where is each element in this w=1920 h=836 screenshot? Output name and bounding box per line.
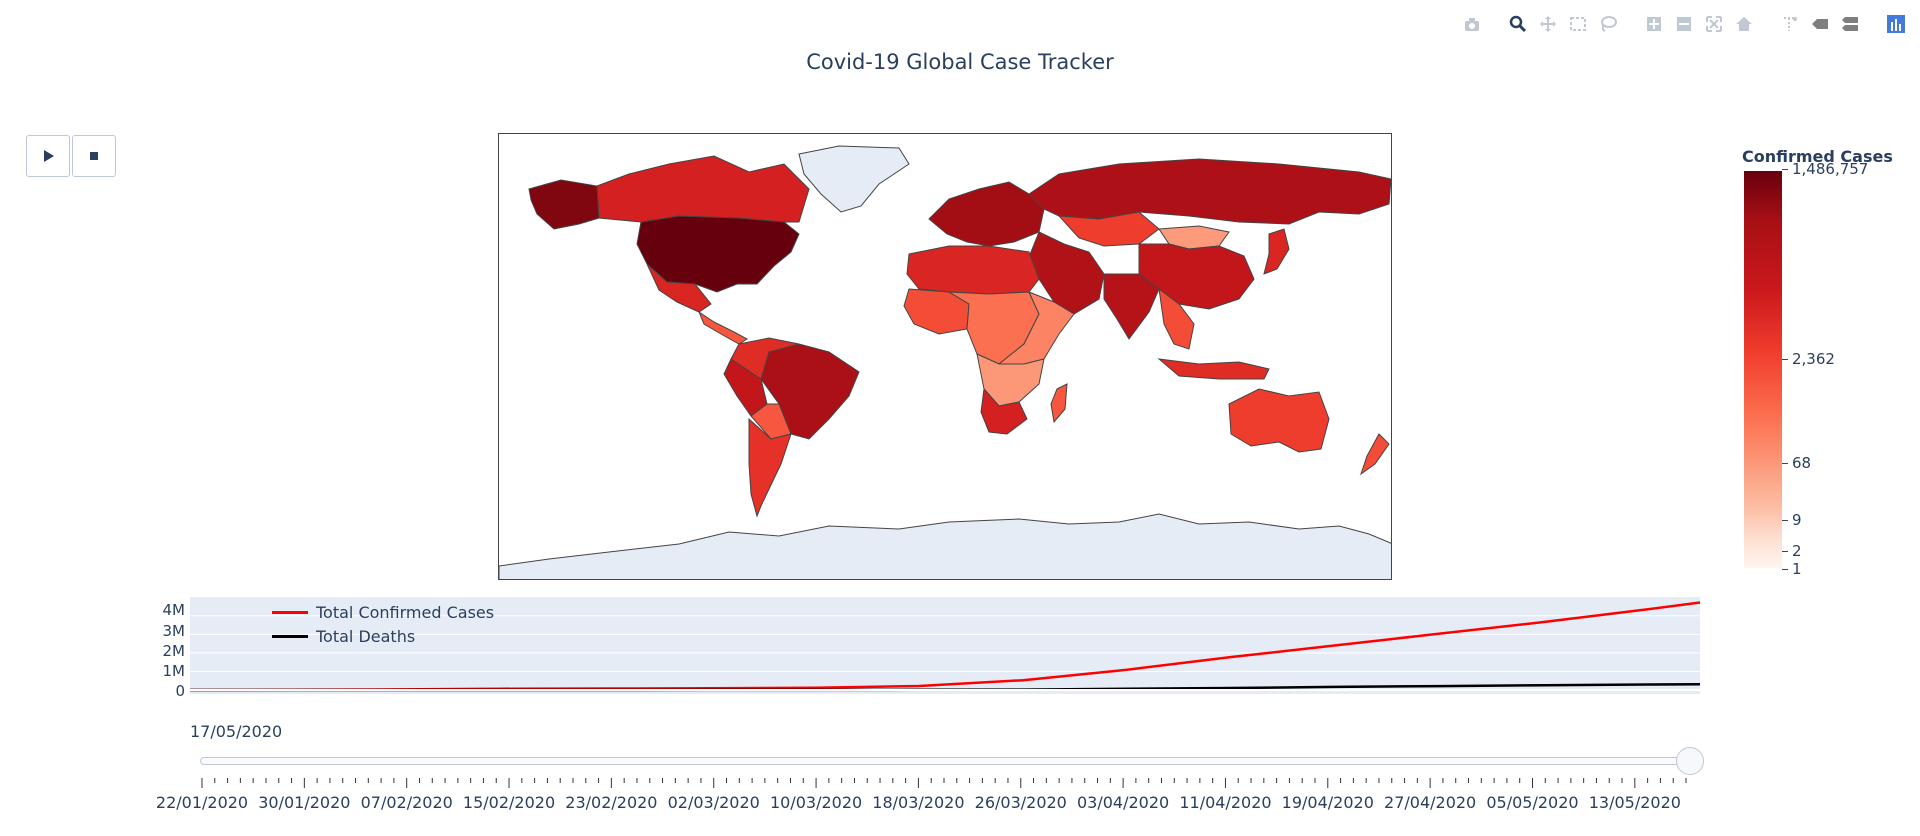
hover-closest-button[interactable] — [1808, 12, 1832, 36]
home-button[interactable] — [1732, 12, 1756, 36]
slider-tick-label[interactable]: 30/01/2020 — [258, 793, 351, 812]
map-region-europe[interactable] — [928, 181, 1045, 247]
y-tick-label: 0 — [175, 682, 185, 700]
map-region-antarctica[interactable] — [499, 513, 1392, 580]
slider-tick-label[interactable]: 05/05/2020 — [1486, 793, 1579, 812]
legend-label: Total Confirmed Cases — [316, 603, 495, 622]
plotly-logo-icon — [1887, 15, 1905, 33]
slider-handle[interactable] — [1676, 747, 1704, 775]
slider-tick-label[interactable]: 11/04/2020 — [1179, 793, 1272, 812]
map-region-chile-argentina[interactable] — [748, 417, 792, 518]
hover-closest-icon — [1812, 19, 1828, 29]
map-region-greenland[interactable] — [798, 145, 910, 213]
colorbar-tick: 1 — [1782, 560, 1802, 578]
map-region-china[interactable] — [1138, 243, 1255, 310]
map-region-new-zealand[interactable] — [1360, 433, 1390, 476]
map-region-india[interactable] — [1103, 273, 1160, 340]
lasso-select-icon — [1601, 16, 1617, 32]
map-region-russia[interactable] — [1028, 158, 1391, 225]
autoscale-icon — [1706, 16, 1722, 32]
y-tick-label: 4M — [162, 601, 186, 619]
map-region-central-america[interactable] — [697, 310, 748, 345]
slider-ticks — [201, 778, 1687, 788]
map-region-kazakhstan[interactable] — [1057, 211, 1160, 247]
box-select-button[interactable] — [1566, 12, 1590, 36]
map-region-bolivia[interactable] — [750, 403, 792, 440]
zoom-out-icon — [1677, 17, 1691, 31]
slider-tick-label[interactable]: 26/03/2020 — [974, 793, 1067, 812]
pan-icon — [1540, 16, 1556, 32]
colorbar-tick: 2,362 — [1782, 350, 1835, 368]
y-tick-label: 2M — [162, 642, 186, 660]
legend-item-confirmed[interactable]: Total Confirmed Cases — [272, 603, 494, 622]
play-icon — [44, 150, 54, 162]
slider-rail[interactable] — [200, 757, 1688, 765]
world-map[interactable] — [498, 133, 1392, 580]
slider-tick-label[interactable]: 22/01/2020 — [155, 793, 249, 812]
spike-lines-icon — [1784, 17, 1797, 31]
chart-title: Covid-19 Global Case Tracker — [806, 50, 1114, 74]
stop-icon — [90, 152, 98, 160]
slider-tick-label[interactable]: 03/04/2020 — [1076, 793, 1170, 812]
pan-button[interactable] — [1536, 12, 1560, 36]
zoom-in-button[interactable] — [1642, 12, 1666, 36]
colorbar-tick: 68 — [1782, 454, 1811, 472]
map-region-south-africa[interactable] — [980, 387, 1028, 435]
y-tick-label: 1M — [162, 662, 186, 680]
map-region-southeast-asia[interactable] — [1158, 287, 1195, 350]
legend-swatch-deaths — [272, 635, 308, 638]
slider-tick-label[interactable]: 02/03/2020 — [667, 793, 760, 812]
camera-icon — [1465, 18, 1479, 31]
slider-tick-label[interactable]: 07/02/2020 — [360, 793, 453, 812]
slider-tick-label[interactable]: 15/02/2020 — [462, 793, 556, 812]
map-region-japan[interactable] — [1263, 228, 1290, 275]
map-region-brazil[interactable] — [760, 343, 860, 440]
map-region-alaska[interactable] — [528, 179, 600, 230]
play-button[interactable] — [26, 135, 70, 177]
zoom-out-button[interactable] — [1672, 12, 1696, 36]
zoom-button[interactable] — [1506, 12, 1530, 36]
map-region-north-africa[interactable] — [906, 245, 1040, 295]
slider-tick-label[interactable]: 18/03/2020 — [872, 793, 965, 812]
camera-button[interactable] — [1460, 12, 1484, 36]
map-canvas[interactable] — [499, 134, 1392, 580]
autoscale-button[interactable] — [1702, 12, 1726, 36]
lasso-select-button[interactable] — [1596, 12, 1620, 36]
zoom-icon — [1509, 15, 1527, 33]
hover-compare-icon — [1842, 17, 1858, 31]
map-region-colombia-venezuela[interactable] — [730, 337, 800, 380]
plotly-logo-button[interactable] — [1884, 12, 1908, 36]
legend-label: Total Deaths — [316, 627, 416, 646]
y-tick-label: 3M — [162, 622, 186, 640]
colorbar-tick: 1,486,757 — [1782, 160, 1868, 178]
slider-current-value: 17/05/2020 — [190, 722, 283, 741]
stop-button[interactable] — [72, 135, 116, 177]
slider-tick-label[interactable]: 13/05/2020 — [1588, 793, 1681, 812]
map-region-canada[interactable] — [596, 155, 810, 223]
colorbar — [1744, 171, 1782, 568]
modebar — [1460, 12, 1908, 36]
timeseries-canvas[interactable] — [190, 597, 1700, 694]
slider-tick-label[interactable]: 27/04/2020 — [1384, 793, 1477, 812]
home-icon — [1736, 17, 1752, 31]
slider-tick-label[interactable]: 10/03/2020 — [769, 793, 863, 812]
colorbar-tick: 2 — [1782, 542, 1802, 560]
slider-tick-label[interactable]: 19/04/2020 — [1281, 793, 1374, 812]
map-region-madagascar[interactable] — [1050, 383, 1068, 424]
legend-item-deaths[interactable]: Total Deaths — [272, 627, 415, 646]
colorbar-tick: 9 — [1782, 511, 1802, 529]
map-region-indonesia[interactable] — [1157, 358, 1270, 380]
zoom-in-icon — [1647, 17, 1661, 31]
timeseries-plot[interactable] — [190, 597, 1700, 694]
slider-tick-label[interactable]: 23/02/2020 — [565, 793, 658, 812]
hover-compare-button[interactable] — [1838, 12, 1862, 36]
map-region-mexico[interactable] — [646, 263, 712, 313]
spike-lines-button[interactable] — [1778, 12, 1802, 36]
box-select-icon — [1570, 17, 1586, 31]
map-region-australia[interactable] — [1228, 388, 1330, 453]
legend-swatch-confirmed — [272, 611, 308, 614]
